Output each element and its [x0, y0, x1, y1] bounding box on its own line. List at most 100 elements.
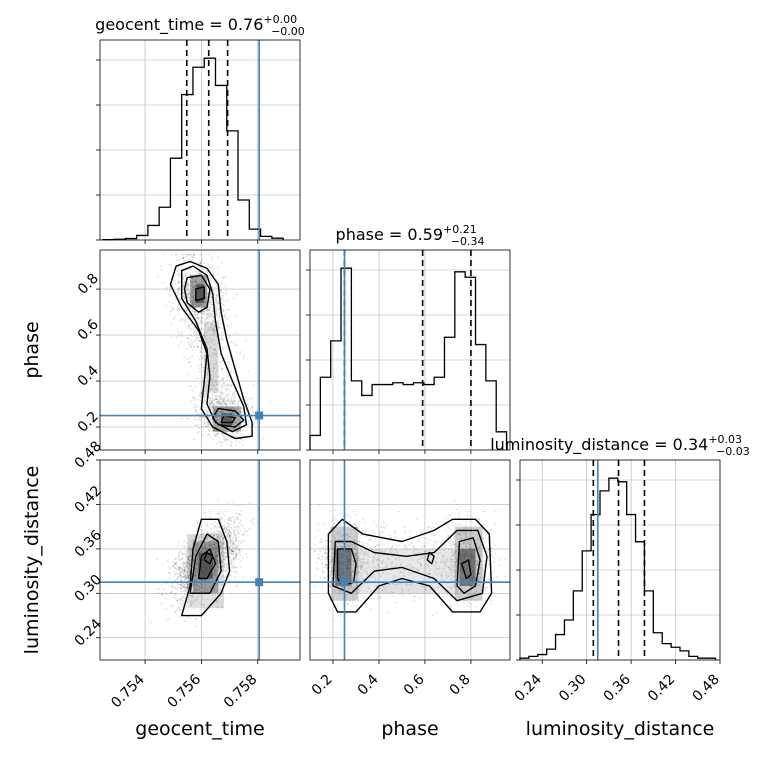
- sample-point: [209, 435, 212, 438]
- sample-point: [232, 412, 235, 414]
- sample-point: [214, 299, 216, 301]
- sample-point: [185, 588, 188, 591]
- sample-point: [165, 304, 168, 307]
- sample-point: [179, 298, 181, 300]
- sample-point: [198, 272, 200, 275]
- sample-point: [200, 304, 203, 306]
- sample-point: [208, 403, 211, 405]
- sample-point: [210, 328, 213, 330]
- sample-point: [232, 501, 235, 504]
- sample-point: [221, 554, 224, 557]
- sample-point: [235, 394, 238, 396]
- sample-point: [199, 278, 202, 281]
- sample-point: [206, 293, 209, 295]
- sample-point: [198, 280, 201, 283]
- sample-point: [209, 402, 211, 404]
- sample-point: [183, 540, 186, 542]
- sample-point: [193, 311, 196, 314]
- sample-point: [191, 280, 194, 282]
- sample-point: [237, 404, 239, 407]
- sample-point: [202, 321, 205, 324]
- sample-point: [185, 288, 188, 291]
- sample-point: [229, 427, 232, 430]
- sample-point: [203, 335, 205, 338]
- sample-point: [242, 524, 244, 527]
- sample-point: [233, 407, 235, 410]
- sample-point: [200, 587, 203, 590]
- sample-point: [235, 570, 238, 572]
- sample-point: [211, 379, 214, 382]
- sample-point: [194, 314, 197, 317]
- sample-point: [249, 407, 252, 410]
- sample-point: [208, 327, 210, 329]
- sample-point: [221, 392, 224, 395]
- sample-point: [212, 281, 215, 284]
- sample-point: [172, 592, 175, 595]
- sample-point: [210, 402, 213, 404]
- sample-point: [238, 401, 240, 403]
- sample-point: [170, 589, 173, 592]
- sample-point: [199, 394, 201, 397]
- sample-point: [212, 374, 215, 376]
- sample-point: [182, 257, 185, 260]
- sample-point: [178, 559, 181, 562]
- sample-point: [208, 403, 211, 405]
- sample-point: [196, 313, 199, 315]
- sample-point: [211, 285, 213, 288]
- sample-point: [176, 270, 179, 273]
- sample-point: [206, 313, 209, 316]
- sample-point: [192, 280, 194, 282]
- sample-point: [218, 401, 221, 404]
- sample-point: [197, 305, 200, 308]
- sample-point: [200, 346, 203, 349]
- sample-point: [218, 399, 220, 402]
- sample-point: [217, 347, 220, 350]
- sample-point: [211, 381, 214, 384]
- sample-point: [221, 398, 224, 401]
- sample-point: [211, 259, 213, 261]
- sample-point: [232, 411, 235, 414]
- sample-point: [392, 595, 395, 598]
- sample-point: [175, 608, 178, 611]
- sample-point: [191, 291, 193, 294]
- sample-point: [215, 361, 218, 364]
- sample-point: [247, 423, 250, 425]
- sample-point: [209, 384, 212, 387]
- sample-point: [229, 574, 231, 576]
- sample-point: [216, 418, 219, 421]
- sample-point: [216, 314, 219, 317]
- sample-point: [212, 327, 215, 329]
- sample-point: [185, 586, 187, 589]
- sample-point: [225, 406, 228, 409]
- sample-point: [203, 310, 206, 313]
- sample-point: [232, 297, 235, 299]
- sample-point: [188, 293, 191, 296]
- sample-point: [230, 411, 233, 414]
- sample-point: [231, 403, 234, 405]
- sample-point: [181, 604, 184, 607]
- sample-point: [225, 407, 228, 409]
- sample-point: [179, 319, 182, 322]
- sample-point: [160, 602, 163, 605]
- sample-point: [202, 283, 205, 285]
- sample-point: [189, 571, 191, 573]
- sample-point: [220, 405, 223, 408]
- sample-point: [227, 407, 230, 410]
- sample-point: [200, 312, 202, 314]
- sample-point: [195, 276, 197, 279]
- sample-point: [216, 412, 219, 415]
- sample-point: [169, 265, 172, 267]
- sample-point: [183, 282, 186, 284]
- sample-point: [203, 400, 206, 403]
- sample-point: [198, 382, 201, 385]
- sample-point: [213, 409, 216, 412]
- sample-point: [239, 441, 242, 444]
- sample-point: [189, 269, 191, 272]
- sample-point: [213, 533, 215, 536]
- sample-point: [243, 422, 246, 424]
- sample-point: [192, 290, 195, 293]
- sample-point: [211, 407, 214, 410]
- sample-point: [211, 406, 214, 409]
- sample-point: [206, 338, 208, 341]
- sample-point: [208, 316, 211, 318]
